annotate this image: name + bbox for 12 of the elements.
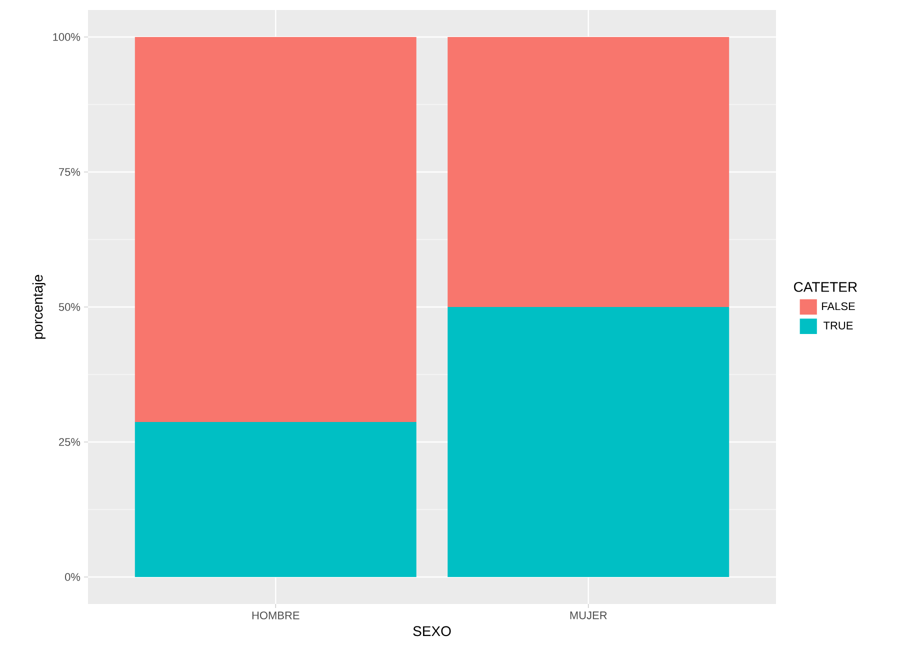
legend-label: TRUE [824,322,853,330]
y-tick-label: 75% [59,168,80,176]
x-tick-label: MUJER [570,612,607,620]
legend-title: CATETER [794,282,857,292]
y-axis-title: porcentaje [32,274,46,339]
y-tick-label: 50% [58,303,80,311]
legend-label: FALSE [822,302,855,310]
x-tick-label: HOMBRE [252,612,300,620]
y-tick-label: 100% [53,33,80,41]
x-axis-title: SEXO [413,626,451,636]
y-tick-label: 0% [65,573,80,581]
y-tick-label: 25% [59,438,80,446]
